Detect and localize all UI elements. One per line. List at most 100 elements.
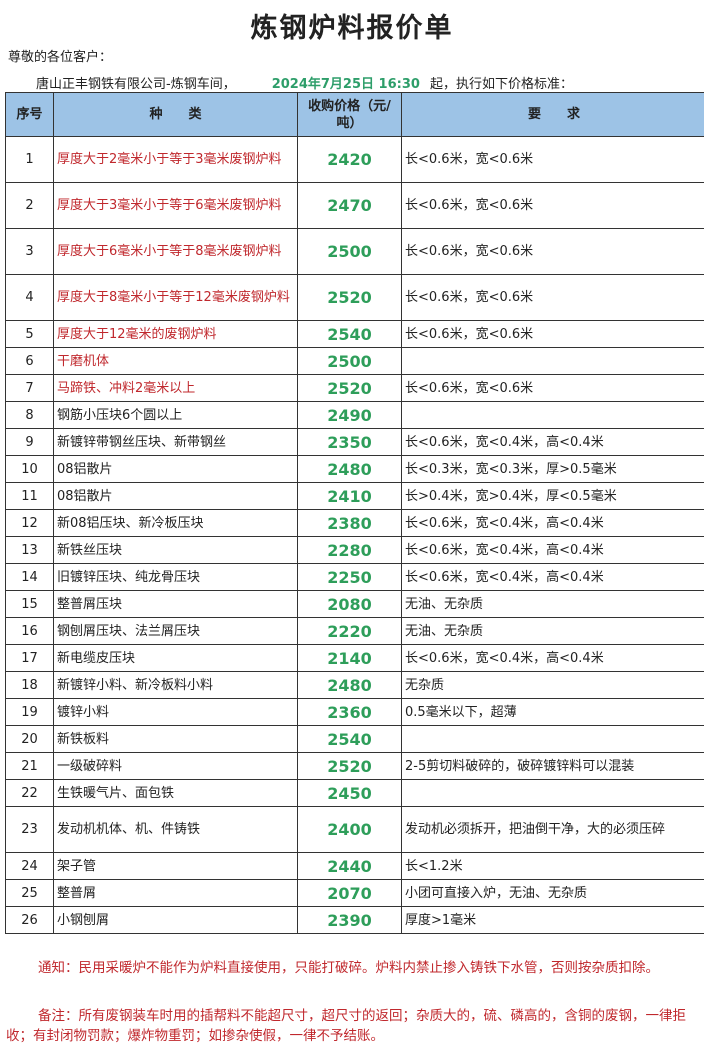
table-row: 14 旧镀锌压块、纯龙骨压块 2250 长<0.6米，宽<0.4米，高<0.4米	[5, 563, 704, 591]
cell-req: 长<0.3米，宽<0.3米，厚>0.5毫米	[401, 455, 704, 483]
cell-req: 长<0.6米，宽<0.4米，高<0.4米	[401, 563, 704, 591]
cell-no: 15	[5, 590, 54, 618]
header-no: 序号	[5, 92, 54, 137]
cell-price: 2360	[297, 698, 402, 726]
table-row: 15 整普屑压块 2080 无油、无杂质	[5, 590, 704, 618]
table-row: 17 新电缆皮压块 2140 长<0.6米，宽<0.4米，高<0.4米	[5, 644, 704, 672]
cell-req: 2-5剪切料破碎的，破碎镀锌料可以混装	[401, 752, 704, 780]
cell-no: 3	[5, 228, 54, 275]
table-row: 16 钢刨屑压块、法兰屑压块 2220 无油、无杂质	[5, 617, 704, 645]
table-row: 21 一级破碎料 2520 2-5剪切料破碎的，破碎镀锌料可以混装	[5, 752, 704, 780]
cell-price: 2280	[297, 536, 402, 564]
cell-type: 新铁板料	[53, 725, 298, 753]
table-row: 24 架子管 2440 长<1.2米	[5, 852, 704, 880]
company: 唐山正丰钢铁有限公司-炼钢车间，	[36, 77, 236, 92]
cell-price: 2480	[297, 671, 402, 699]
cell-req	[401, 401, 704, 429]
cell-type: 新镀锌小料、新冷板料小料	[53, 671, 298, 699]
cell-req: 无油、无杂质	[401, 617, 704, 645]
cell-no: 4	[5, 274, 54, 321]
cell-type: 厚度大于12毫米的废钢炉料	[53, 320, 298, 348]
cell-no: 14	[5, 563, 54, 591]
cell-type: 整普屑	[53, 879, 298, 907]
cell-price: 2350	[297, 428, 402, 456]
table-row: 7 马蹄铁、冲料2毫米以上 2520 长<0.6米，宽<0.6米	[5, 374, 704, 402]
cell-price: 2520	[297, 374, 402, 402]
cell-price: 2400	[297, 806, 402, 853]
cell-type: 新电缆皮压块	[53, 644, 298, 672]
cell-no: 25	[5, 879, 54, 907]
cell-type: 马蹄铁、冲料2毫米以上	[53, 374, 298, 402]
cell-req: 长<0.6米，宽<0.4米，高<0.4米	[401, 536, 704, 564]
table-row: 8 钢筋小压块6个圆以上 2490	[5, 401, 704, 429]
cell-price: 2540	[297, 725, 402, 753]
cell-req: 长<0.6米，宽<0.4米，高<0.4米	[401, 428, 704, 456]
cell-no: 5	[5, 320, 54, 348]
table-row: 12 新08铝压块、新冷板压块 2380 长<0.6米，宽<0.4米，高<0.4米	[5, 509, 704, 537]
cell-price: 2500	[297, 228, 402, 275]
cell-req: 小团可直接入炉，无油、无杂质	[401, 879, 704, 907]
table-row: 1 厚度大于2毫米小于等于3毫米废钢炉料 2420 长<0.6米，宽<0.6米	[5, 136, 704, 183]
cell-req: 长<0.6米，宽<0.6米	[401, 320, 704, 348]
cell-req: 长<0.6米，宽<0.6米	[401, 228, 704, 275]
cell-no: 22	[5, 779, 54, 807]
cell-no: 20	[5, 725, 54, 753]
cell-req: 长>0.4米，宽>0.4米，厚<0.5毫米	[401, 482, 704, 510]
cell-price: 2450	[297, 779, 402, 807]
cell-type: 厚度大于6毫米小于等于8毫米废钢炉料	[53, 228, 298, 275]
table-row: 10 08铝散片 2480 长<0.3米，宽<0.3米，厚>0.5毫米	[5, 455, 704, 483]
table-row: 26 小钢刨屑 2390 厚度>1毫米	[5, 906, 704, 934]
cell-no: 26	[5, 906, 54, 934]
cell-type: 架子管	[53, 852, 298, 880]
greeting: 尊敬的各位客户：	[8, 50, 113, 65]
cell-type: 旧镀锌压块、纯龙骨压块	[53, 563, 298, 591]
cell-req: 长<0.6米，宽<0.6米	[401, 374, 704, 402]
cell-type: 小钢刨屑	[53, 906, 298, 934]
header-price: 收购价格（元/吨）	[297, 92, 402, 137]
table-row: 18 新镀锌小料、新冷板料小料 2480 无杂质	[5, 671, 704, 699]
cell-price: 2390	[297, 906, 402, 934]
notice: 通知：民用采暖炉不能作为炉料直接使用，只能打破碎。炉料内禁止掺入铸铁下水管，否则…	[38, 960, 659, 976]
header-req: 要 求	[401, 92, 704, 137]
remark: 备注：所有废钢装车时用的插帮料不能超尺寸，超尺寸的返回；杂质大的，硫、磷高的，含…	[6, 1008, 686, 1044]
cell-no: 23	[5, 806, 54, 853]
cell-req: 0.5毫米以下，超薄	[401, 698, 704, 726]
cell-no: 10	[5, 455, 54, 483]
table-row: 4 厚度大于8毫米小于等于12毫米废钢炉料 2520 长<0.6米，宽<0.6米	[5, 274, 704, 321]
cell-no: 2	[5, 182, 54, 229]
cell-req	[401, 725, 704, 753]
datetime: 2024年7月25日 16:30	[271, 77, 420, 92]
cell-price: 2440	[297, 852, 402, 880]
cell-type: 干磨机体	[53, 347, 298, 375]
cell-req: 无油、无杂质	[401, 590, 704, 618]
cell-price: 2220	[297, 617, 402, 645]
cell-no: 6	[5, 347, 54, 375]
price-table: 序号 种 类 收购价格（元/吨） 要 求 1 厚度大于2毫米小于等于3毫米废钢炉料…	[5, 92, 704, 934]
page-title: 炼钢炉料报价单	[250, 13, 454, 44]
cell-price: 2520	[297, 752, 402, 780]
cell-price: 2250	[297, 563, 402, 591]
cell-req	[401, 779, 704, 807]
cell-req	[401, 347, 704, 375]
cell-req: 无杂质	[401, 671, 704, 699]
table-row: 3 厚度大于6毫米小于等于8毫米废钢炉料 2500 长<0.6米，宽<0.6米	[5, 228, 704, 275]
cell-price: 2540	[297, 320, 402, 348]
cell-price: 2080	[297, 590, 402, 618]
cell-no: 11	[5, 482, 54, 510]
table-row: 2 厚度大于3毫米小于等于6毫米废钢炉料 2470 长<0.6米，宽<0.6米	[5, 182, 704, 229]
cell-no: 21	[5, 752, 54, 780]
cell-price: 2470	[297, 182, 402, 229]
cell-price: 2380	[297, 509, 402, 537]
table-row: 6 干磨机体 2500	[5, 347, 704, 375]
cell-no: 18	[5, 671, 54, 699]
table-row: 13 新铁丝压块 2280 长<0.6米，宽<0.4米，高<0.4米	[5, 536, 704, 564]
cell-type: 厚度大于2毫米小于等于3毫米废钢炉料	[53, 136, 298, 183]
cell-type: 镀锌小料	[53, 698, 298, 726]
cell-req: 长<0.6米，宽<0.6米	[401, 274, 704, 321]
cell-type: 生铁暖气片、面包铁	[53, 779, 298, 807]
cell-price: 2420	[297, 136, 402, 183]
cell-price: 2520	[297, 274, 402, 321]
cell-no: 16	[5, 617, 54, 645]
cell-no: 1	[5, 136, 54, 183]
cell-req: 发动机必须拆开，把油倒干净，大的必须压碎	[401, 806, 704, 853]
